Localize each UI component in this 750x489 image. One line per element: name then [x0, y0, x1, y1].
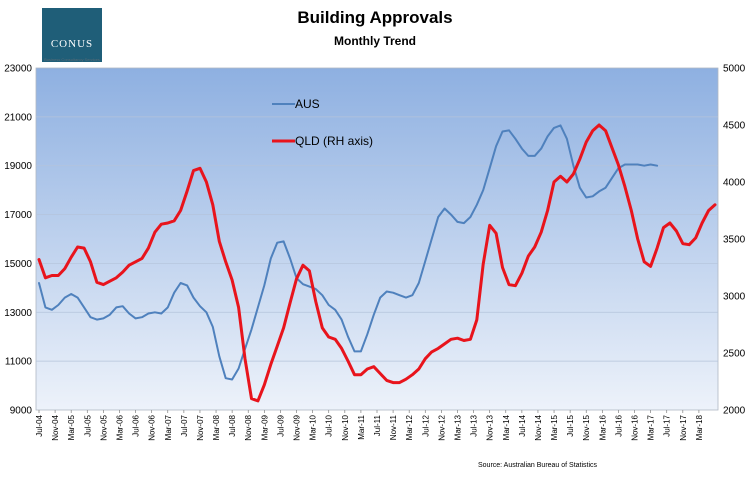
y-right-tick-label: 3000: [723, 292, 746, 303]
x-tick-label: Nov-12: [437, 414, 446, 440]
x-tick-label: Mar-12: [405, 414, 414, 440]
x-tick-label: Mar-17: [647, 414, 656, 440]
y-right-tick-label: 5000: [723, 64, 746, 75]
plot-area: [35, 67, 719, 411]
x-tick-label: Jul-14: [518, 414, 527, 436]
x-tick-label: Jul-05: [83, 414, 92, 436]
y-left-tick-label: 13000: [4, 308, 32, 319]
x-tick-label: Jul-07: [180, 414, 189, 436]
series-line-qld-rh-axis: [37, 123, 717, 403]
conus-logo: [42, 8, 102, 62]
x-tick-label: Nov-11: [389, 414, 398, 440]
legend-label: AUS: [295, 97, 320, 111]
x-tick-label: Nov-05: [99, 414, 108, 440]
x-tick-label: Jul-17: [663, 414, 672, 436]
x-tick-label: Nov-14: [534, 414, 543, 440]
x-tick-label: Mar-08: [212, 414, 221, 440]
x-tick-label: Jul-10: [325, 414, 334, 436]
y-right-tick-label: 4500: [723, 121, 746, 132]
x-tick-label: Mar-16: [598, 414, 607, 440]
x-tick-label: Nov-10: [341, 414, 350, 440]
x-tick-label: Nov-08: [244, 414, 253, 440]
x-tick-label: Mar-07: [164, 414, 173, 440]
source-note: Source: Australian Bureau of Statistics: [478, 462, 598, 469]
x-tick-label: Jul-16: [614, 414, 623, 436]
y-left-tick-label: 23000: [4, 64, 32, 75]
x-tick-label: Nov-17: [679, 414, 688, 440]
logo-text: CONUS: [50, 38, 94, 50]
legend-label: QLD (RH axis): [295, 134, 373, 148]
x-tick-label: Mar-05: [67, 414, 76, 440]
x-tick-label: Nov-04: [51, 414, 60, 440]
x-tick-label: Mar-13: [453, 414, 462, 440]
x-tick-label: Jul-15: [566, 414, 575, 436]
y-left-tick-label: 15000: [4, 259, 32, 270]
x-tick-label: Nov-16: [631, 414, 640, 440]
x-tick-label: Nov-09: [293, 414, 302, 440]
y-right-tick-label: 3500: [723, 235, 746, 246]
y-left-tick-label: 21000: [4, 112, 32, 123]
y-left-tick-label: 17000: [4, 210, 32, 221]
y-right-tick-label: 4000: [723, 178, 746, 189]
x-tick-label: Nov-06: [148, 414, 157, 440]
x-tick-label: Jul-12: [421, 414, 430, 436]
x-tick-label: Mar-10: [309, 414, 318, 440]
x-tick-label: Nov-15: [582, 414, 591, 440]
x-tick-label: Mar-14: [502, 414, 511, 440]
y-left-tick-label: 9000: [10, 406, 33, 417]
x-tick-label: Mar-06: [115, 414, 124, 440]
x-tick-label: Mar-09: [260, 414, 269, 440]
y-right-tick-label: 2000: [723, 406, 746, 417]
x-tick-label: Jul-06: [132, 414, 141, 436]
x-tick-label: Mar-18: [695, 414, 704, 440]
chart-title: Building Approvals: [297, 8, 453, 27]
logo-tagline: Business Consultancy Services: [44, 57, 100, 62]
y-left-tick-label: 19000: [4, 161, 32, 172]
y-left-tick-label: 11000: [5, 357, 33, 368]
series-line-aus: [38, 124, 659, 381]
y-right-tick-label: 2500: [723, 349, 746, 360]
x-tick-label: Nov-07: [196, 414, 205, 440]
x-tick-label: Jul-09: [276, 414, 285, 436]
x-tick-label: Mar-11: [357, 414, 366, 439]
x-tick-label: Jul-11: [373, 414, 382, 436]
x-tick-label: Jul-08: [228, 414, 237, 436]
x-tick-label: Jul-04: [35, 414, 44, 436]
x-tick-label: Nov-13: [486, 414, 495, 440]
x-tick-label: Mar-15: [550, 414, 559, 440]
chart-subtitle: Monthly Trend: [334, 34, 416, 48]
x-tick-label: Jul-13: [470, 414, 479, 436]
